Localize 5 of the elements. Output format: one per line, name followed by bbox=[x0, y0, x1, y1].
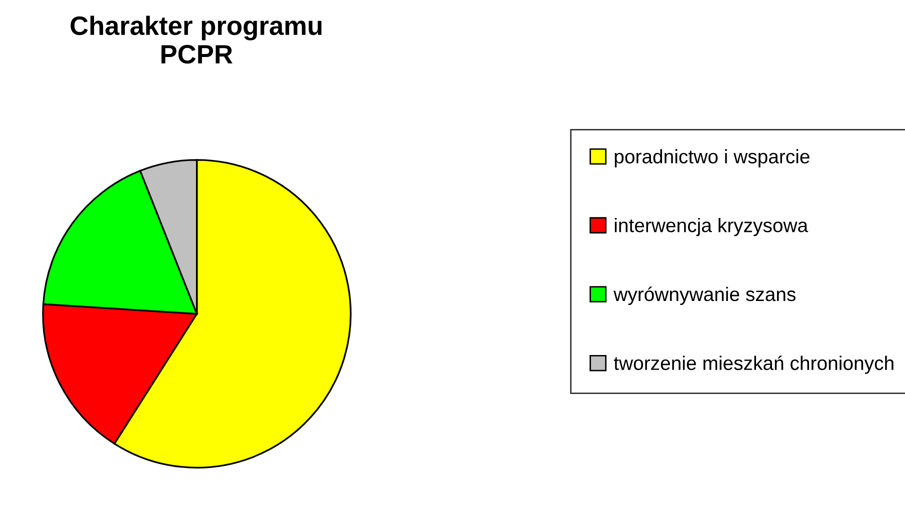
legend-label: interwencja kryzysowa bbox=[614, 218, 808, 236]
chart-title: Charakter programu PCPR bbox=[70, 16, 322, 64]
legend-label: tworzenie mieszkań chronionych bbox=[614, 356, 894, 374]
legend-label: wyrównywanie szans bbox=[614, 286, 796, 306]
legend-label: poradnictwo i wsparcie bbox=[614, 149, 810, 168]
